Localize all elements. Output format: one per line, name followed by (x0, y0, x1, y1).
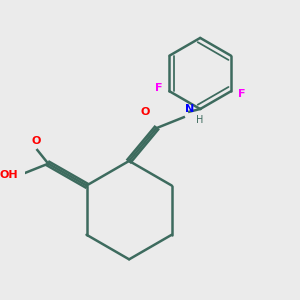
Text: O: O (31, 136, 40, 146)
Text: OH: OH (0, 169, 18, 180)
Text: F: F (238, 89, 245, 99)
Text: F: F (155, 83, 163, 94)
Text: H: H (196, 115, 203, 125)
Text: N: N (185, 104, 194, 115)
Text: O: O (141, 107, 150, 117)
